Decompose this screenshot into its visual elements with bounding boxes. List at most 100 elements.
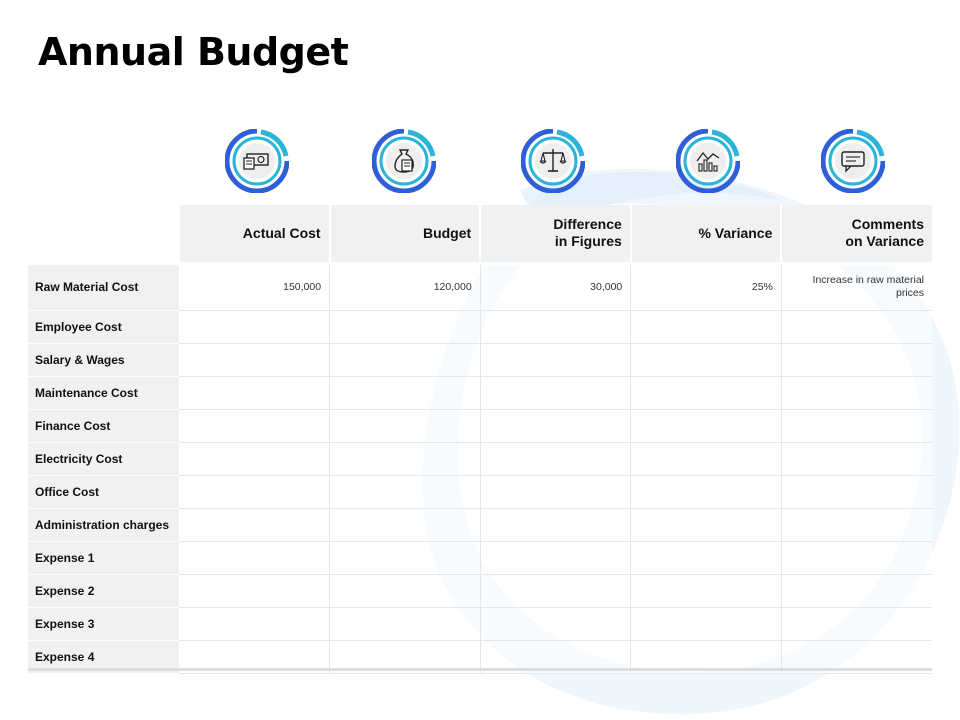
variance-cell	[630, 310, 782, 344]
variance-cell	[630, 475, 782, 509]
budget-cell: 120,000	[329, 261, 481, 311]
actual-cost-cell	[179, 409, 331, 443]
actual-cost-cell	[179, 541, 331, 575]
header-difference: Difference in Figures	[480, 205, 632, 263]
comment-cell	[781, 310, 932, 344]
comment-cell	[781, 442, 932, 476]
comment-cell	[781, 607, 932, 641]
budget-cell	[329, 541, 481, 575]
table-row: Salary & Wages	[28, 343, 932, 377]
row-label: Expense 3	[28, 607, 179, 641]
budget-cell	[329, 607, 481, 641]
actual-cost-cell	[179, 508, 331, 542]
actual-cost-cell	[179, 607, 331, 641]
variance-cell: 25%	[630, 261, 782, 311]
header-budget: Budget	[329, 205, 482, 263]
table-row: Raw Material Cost 150,000 120,000 30,000 25%…	[28, 261, 932, 311]
table-row: Employee Cost	[28, 310, 932, 344]
difference-cell	[480, 574, 632, 608]
actual-cost-cell	[179, 574, 331, 608]
table-header-row: Actual Cost Budget Difference in Figures …	[28, 205, 932, 263]
difference-cell	[480, 343, 632, 377]
variance-cell	[630, 574, 782, 608]
header-variance: % Variance	[630, 205, 783, 263]
row-label: Maintenance Cost	[28, 376, 179, 410]
budget-cell	[329, 574, 481, 608]
row-label: Expense 2	[28, 574, 179, 608]
variance-cell	[630, 607, 782, 641]
difference-cell	[480, 607, 632, 641]
row-label: Raw Material Cost	[28, 261, 179, 311]
actual-cost-cell: 150,000	[179, 261, 331, 311]
table-row: Expense 2	[28, 574, 932, 608]
budget-cell	[329, 640, 481, 674]
budget-cell	[329, 508, 481, 542]
table-row: Office Cost	[28, 475, 932, 509]
variance-cell	[630, 640, 782, 674]
variance-cell	[630, 409, 782, 443]
budget-table: Actual Cost Budget Difference in Figures …	[28, 205, 932, 674]
header-actual-cost: Actual Cost	[179, 205, 331, 263]
difference-cell: 30,000	[480, 261, 632, 311]
budget-cell	[329, 409, 481, 443]
chart-icon	[676, 129, 740, 193]
table-row: Finance Cost	[28, 409, 932, 443]
row-label: Expense 1	[28, 541, 179, 575]
actual-cost-cell	[179, 376, 331, 410]
row-label: Administration charges	[28, 508, 179, 542]
variance-cell	[630, 343, 782, 377]
comment-cell	[781, 640, 932, 674]
actual-cost-cell	[179, 640, 331, 674]
table-row: Administration charges	[28, 508, 932, 542]
cash-icon	[225, 129, 289, 193]
variance-cell	[630, 541, 782, 575]
difference-cell	[480, 475, 632, 509]
comment-cell	[781, 541, 932, 575]
speech-bubble-icon	[821, 129, 885, 193]
table-bottom-rule	[28, 668, 932, 671]
variance-cell	[630, 508, 782, 542]
table-body: Raw Material Cost 150,000 120,000 30,000 25%…	[28, 261, 932, 674]
budget-cell	[329, 343, 481, 377]
table-row: Maintenance Cost	[28, 376, 932, 410]
row-label: Electricity Cost	[28, 442, 179, 476]
table-row: Expense 4	[28, 640, 932, 674]
money-bag-icon	[372, 129, 436, 193]
variance-cell	[630, 376, 782, 410]
difference-cell	[480, 541, 632, 575]
budget-cell	[329, 376, 481, 410]
comment-cell	[781, 376, 932, 410]
difference-cell	[480, 640, 632, 674]
budget-cell	[329, 475, 481, 509]
difference-cell	[480, 409, 632, 443]
actual-cost-cell	[179, 442, 331, 476]
page-title: Annual Budget	[38, 30, 349, 74]
budget-cell	[329, 310, 481, 344]
comment-cell	[781, 475, 932, 509]
comment-cell	[781, 343, 932, 377]
difference-cell	[480, 376, 632, 410]
difference-cell	[480, 442, 632, 476]
balance-scale-icon	[521, 129, 585, 193]
table-row: Expense 1	[28, 541, 932, 575]
comment-cell	[781, 409, 932, 443]
header-blank-cell	[28, 205, 180, 263]
row-label: Expense 4	[28, 640, 179, 674]
difference-cell	[480, 508, 632, 542]
row-label: Salary & Wages	[28, 343, 179, 377]
comment-cell	[781, 574, 932, 608]
header-comments: Comments on Variance	[781, 205, 932, 263]
budget-cell	[329, 442, 481, 476]
variance-cell	[630, 442, 782, 476]
comment-cell	[781, 508, 932, 542]
table-row: Electricity Cost	[28, 442, 932, 476]
difference-cell	[480, 310, 632, 344]
row-label: Finance Cost	[28, 409, 179, 443]
row-label: Office Cost	[28, 475, 179, 509]
table-row: Expense 3	[28, 607, 932, 641]
comment-cell: Increase in raw material prices	[781, 261, 932, 311]
actual-cost-cell	[179, 310, 331, 344]
actual-cost-cell	[179, 475, 331, 509]
row-label: Employee Cost	[28, 310, 179, 344]
actual-cost-cell	[179, 343, 331, 377]
